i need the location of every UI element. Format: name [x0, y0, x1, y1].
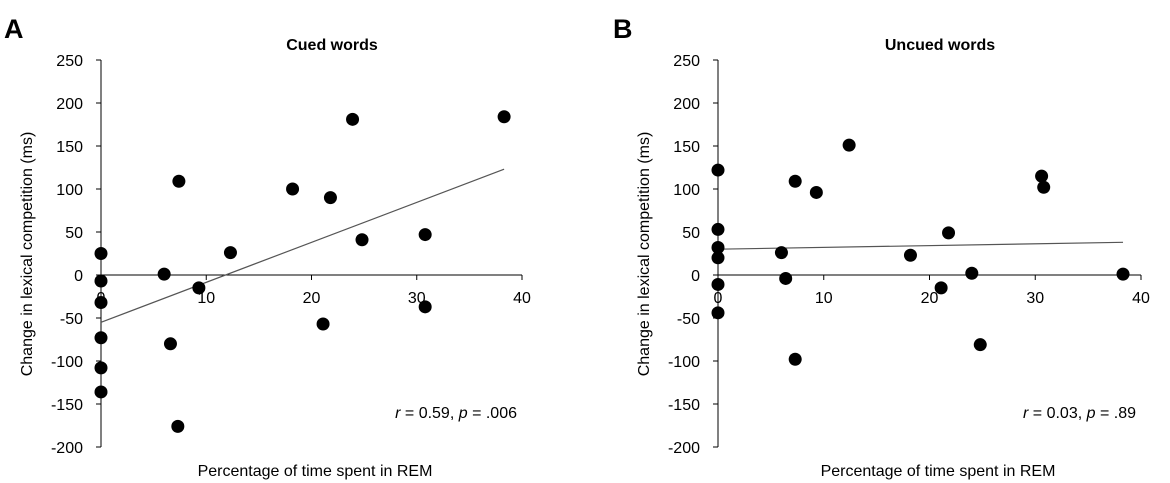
panel-b-x-tick-label: 40 [1132, 290, 1150, 307]
panel-a-statistics: r = 0.59, p = .006 [395, 405, 517, 422]
panel-b-data-point [788, 352, 802, 366]
panel-b-data-point [809, 185, 823, 199]
panel-b-data-point [934, 281, 948, 295]
panel-b-data-point [779, 271, 793, 285]
panel-a-y-tick-label: -150 [51, 397, 83, 414]
panel-b-data-point [711, 306, 725, 320]
panel-a-x-tick-label: 20 [303, 290, 321, 307]
panel-a-y-tick-label: 250 [56, 53, 83, 70]
panel-b-statistics: r = 0.03, p = .89 [1023, 405, 1136, 422]
panel-b-data-point [788, 174, 802, 188]
panel-b-data-point [1037, 180, 1051, 194]
panel-b-y-tick-label: -150 [668, 397, 700, 414]
panel-a-y-tick-label: -200 [51, 440, 83, 457]
panel-a-data-point [94, 385, 108, 399]
panel-a-data-point [346, 112, 360, 126]
panel-b-y-tick-label: 150 [673, 139, 700, 156]
panel-b-y-tick-label: 0 [691, 268, 700, 285]
panel-b-y-tick-label: 50 [682, 225, 700, 242]
panel-b-y-axis-label: Change in lexical competition (ms) [636, 132, 653, 377]
panel-a-data-point [192, 281, 206, 295]
panel-b-y-tick-label: 250 [673, 53, 700, 70]
panel-b-data-point [711, 251, 725, 265]
panel-b-x-tick-label: 0 [714, 290, 723, 307]
panel-a-data-point [94, 331, 108, 345]
panel-a-data-point [94, 296, 108, 310]
panel-a-data-point [157, 267, 171, 281]
panel-a-x-tick-label: 40 [513, 290, 531, 307]
panel-b-y-tick-label: -50 [677, 311, 700, 328]
panel-b-data-point [903, 248, 917, 262]
panel-b-x-axis-label: Percentage of time spent in REM [821, 463, 1056, 480]
panel-a-y-tick-label: 0 [74, 268, 83, 285]
panel-a-trendline [100, 168, 505, 323]
panel-a-label: A [4, 14, 24, 44]
panel-b-data-point [973, 338, 987, 352]
panel-a-data-point [355, 233, 369, 247]
panel-a-data-point [94, 247, 108, 260]
panel-b-title: Uncued words [885, 37, 995, 54]
panel-a-data-point [497, 110, 511, 124]
panel-a-data-point [323, 191, 337, 205]
panel-a-data-point [94, 274, 108, 288]
panel-a-data-point [163, 337, 177, 351]
panel-a-data-point [94, 361, 108, 375]
panel-a-y-tick-label: 50 [65, 225, 83, 242]
panel-b-data-point [711, 240, 725, 254]
panel-b-y-tick-label: -100 [668, 354, 700, 371]
panel-a-data-point [172, 174, 186, 188]
panel-a-y-tick-label: 150 [56, 139, 83, 156]
panel-a-data-point [171, 419, 185, 433]
panel-b: B Uncued words Change in lexical competi… [613, 14, 1150, 480]
panel-a-y-tick-label: -50 [60, 311, 83, 328]
panel-b-data-point [942, 226, 956, 240]
panel-a-data-point [286, 182, 300, 196]
panel-b-y-tick-label: 200 [673, 96, 700, 113]
panel-b-y-tick-label: -200 [668, 440, 700, 457]
panel-a-x-tick-label: 10 [197, 290, 215, 307]
panel-a-y-tick-label: 200 [56, 96, 83, 113]
panel-a: A Cued words Change in lexical competiti… [4, 14, 531, 480]
panel-a-y-tick-label: 100 [56, 182, 83, 199]
panel-b-data-point [711, 163, 725, 177]
panel-b-data-point [774, 246, 788, 260]
panel-b-data-point [1035, 169, 1049, 183]
panel-a-y-axis-label: Change in lexical competition (ms) [19, 132, 36, 377]
panel-b-data-point [965, 266, 979, 280]
panel-a-x-axis-label: Percentage of time spent in REM [198, 463, 433, 480]
panel-b-data-point [842, 138, 856, 152]
panel-b-data-point [1116, 267, 1130, 281]
panel-a-y-tick-label: -100 [51, 354, 83, 371]
panel-b-x-tick-label: 20 [921, 290, 939, 307]
panel-a-data-point [316, 317, 330, 331]
panel-a-data-point [418, 300, 432, 314]
panel-b-label: B [613, 14, 633, 44]
panel-b-x-tick-label: 10 [815, 290, 833, 307]
panel-a-title: Cued words [286, 37, 378, 54]
panel-a-data-point [418, 228, 432, 242]
panel-b-y-tick-label: 100 [673, 182, 700, 199]
panel-a-data-point [223, 246, 237, 260]
panel-b-x-tick-label: 30 [1026, 290, 1044, 307]
panel-b-data-point [711, 277, 725, 291]
panel-b-data-point [711, 222, 725, 236]
